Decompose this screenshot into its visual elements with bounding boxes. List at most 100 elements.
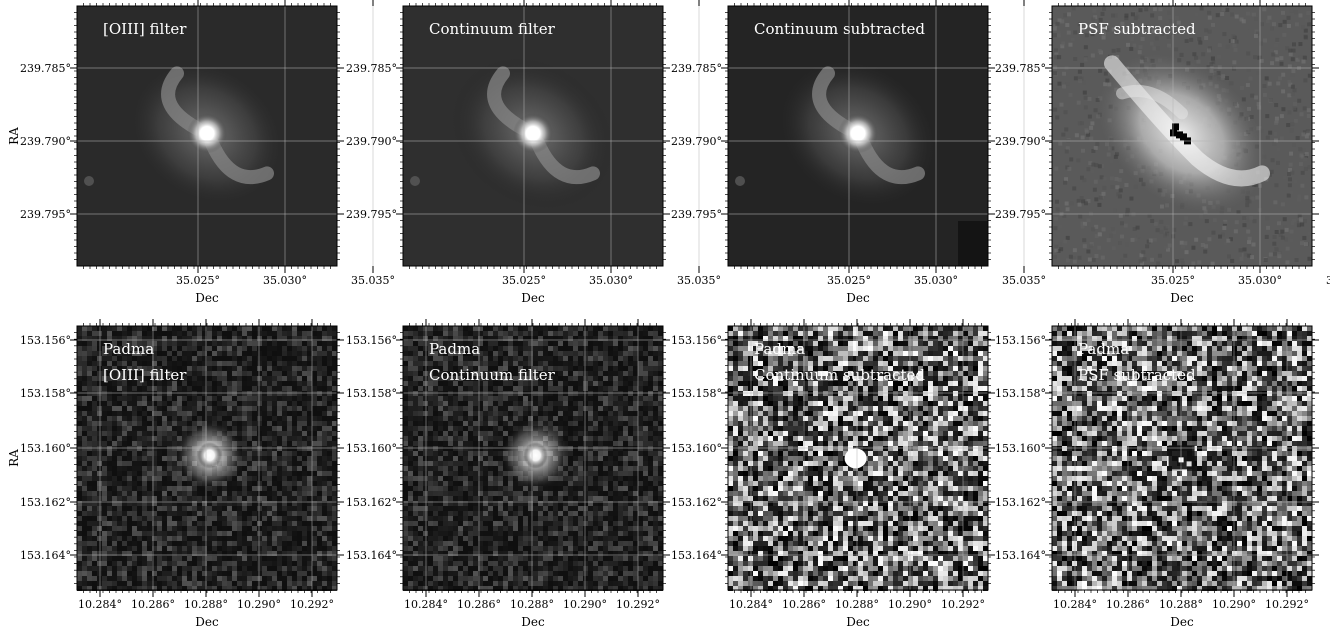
x-tick-label: 10.292° (941, 598, 985, 611)
y-tick-label: 153.160° (20, 442, 71, 455)
x-tick-label: 35.035° (1002, 274, 1046, 287)
y-tick-label: 239.785° (671, 62, 722, 75)
x-tick-label: 10.286° (131, 598, 175, 611)
y-tick-label: 153.164° (995, 549, 1046, 562)
image-panel: Continuum subtracted 35.025° 35.030° 35.035… (671, 0, 1046, 305)
x-axis-title: Dec (846, 291, 870, 305)
x-axis-title: Dec (521, 615, 545, 629)
panel-caption: Continuum filter (429, 366, 556, 384)
point-source (523, 442, 548, 469)
x-tick-label: 10.288° (1159, 598, 1203, 611)
image-panel: Padma Continuum subtracted 10.284° 10.286° 1… (671, 319, 995, 629)
x-tick-label: 10.286° (782, 598, 826, 611)
galaxy-nucleus (513, 113, 553, 154)
point-source (197, 442, 222, 469)
y-tick-label: 153.162° (20, 496, 71, 509)
panel-caption: [OIII] filter (103, 20, 187, 38)
y-tick-label: 153.156° (995, 334, 1046, 347)
image-panel: [OIII] filter 35.025° 35.030° 35.035° 239.78… (7, 0, 395, 305)
x-tick-label: 10.290° (563, 598, 607, 611)
panel-caption: Continuum subtracted (754, 20, 925, 38)
panel-caption: Padma (1078, 340, 1129, 358)
y-tick-label: 239.790° (20, 135, 71, 148)
x-tick-label: 10.292° (616, 598, 660, 611)
y-tick-label: 153.158° (20, 387, 71, 400)
x-tick-label: 10.290° (1212, 598, 1256, 611)
x-axis-title: Dec (1170, 291, 1194, 305)
image-panel: Padma PSF subtracted 10.284° 10.286° 10.288°… (995, 319, 1319, 629)
y-tick-label: 239.790° (995, 135, 1046, 148)
y-tick-label: 153.164° (346, 549, 397, 562)
x-tick-label: 35.030° (1238, 274, 1282, 287)
x-tick-label: 10.292° (290, 598, 334, 611)
x-tick-label: 35.025° (1151, 274, 1195, 287)
galaxy-nucleus (838, 113, 878, 154)
y-axis-title: RA (7, 449, 21, 467)
y-tick-label: 153.156° (20, 334, 71, 347)
x-tick-label: 35.025° (176, 274, 220, 287)
x-axis-title: Dec (1170, 615, 1194, 629)
y-tick-label: 239.795° (671, 208, 722, 221)
x-axis-title: Dec (521, 291, 545, 305)
x-tick-label: 35.030° (914, 274, 958, 287)
y-tick-label: 153.160° (995, 442, 1046, 455)
panel-caption: Padma (754, 340, 805, 358)
y-tick-label: 153.156° (346, 334, 397, 347)
y-tick-label: 239.785° (20, 62, 71, 75)
panel-caption: Padma (103, 340, 154, 358)
x-tick-label: 10.292° (1265, 598, 1309, 611)
y-tick-label: 153.164° (20, 549, 71, 562)
x-axis-title: Dec (195, 615, 219, 629)
panel-caption: Padma (429, 340, 480, 358)
y-tick-label: 239.795° (20, 208, 71, 221)
y-tick-label: 153.164° (671, 549, 722, 562)
x-tick-label: 10.284° (78, 598, 122, 611)
image-panel: Continuum filter 35.025° 35.030° 35.035° 239… (346, 0, 721, 305)
y-tick-label: 153.162° (671, 496, 722, 509)
y-tick-label: 153.158° (671, 387, 722, 400)
x-tick-label: 10.290° (237, 598, 281, 611)
panel-caption: PSF subtracted (1078, 366, 1196, 384)
x-tick-label: 35.030° (263, 274, 307, 287)
y-tick-label: 239.790° (671, 135, 722, 148)
x-tick-label: 35.025° (827, 274, 871, 287)
y-tick-label: 153.156° (671, 334, 722, 347)
x-tick-label: 10.286° (457, 598, 501, 611)
image-panel: Padma [OIII] filter 10.284° 10.286° 10.288° 1… (7, 319, 344, 629)
x-tick-label: 35.035° (351, 274, 395, 287)
y-tick-label: 239.795° (995, 208, 1046, 221)
panel-caption: Continuum filter (429, 20, 556, 38)
y-tick-label: 153.158° (346, 387, 397, 400)
image-panel: Padma Continuum filter 10.284° 10.286° 10.28… (346, 319, 670, 629)
x-tick-label: 10.288° (835, 598, 879, 611)
y-tick-label: 239.795° (346, 208, 397, 221)
y-tick-label: 153.160° (346, 442, 397, 455)
y-tick-label: 153.160° (671, 442, 722, 455)
x-tick-label: 35.035° (1326, 274, 1330, 287)
point-source (844, 448, 867, 469)
image-panel: PSF subtracted 35.025° 35.030° 35.035° 239.7… (995, 0, 1330, 305)
y-tick-label: 239.785° (346, 62, 397, 75)
x-axis-title: Dec (846, 615, 870, 629)
x-tick-label: 10.286° (1106, 598, 1150, 611)
x-tick-label: 10.284° (404, 598, 448, 611)
x-tick-label: 10.288° (184, 598, 228, 611)
x-tick-label: 10.284° (729, 598, 773, 611)
galaxy-nucleus (187, 113, 227, 154)
y-tick-label: 153.158° (995, 387, 1046, 400)
x-tick-label: 35.030° (589, 274, 633, 287)
panel-caption: PSF subtracted (1078, 20, 1196, 38)
y-tick-label: 239.785° (995, 62, 1046, 75)
x-tick-label: 10.288° (510, 598, 554, 611)
x-tick-label: 10.290° (888, 598, 932, 611)
x-axis-title: Dec (195, 291, 219, 305)
x-tick-label: 35.035° (677, 274, 721, 287)
panel-caption: [OIII] filter (103, 366, 187, 384)
y-axis-title: RA (7, 127, 21, 145)
y-tick-label: 153.162° (995, 496, 1046, 509)
panel-caption: Continuum subtracted (754, 366, 925, 384)
y-tick-label: 239.790° (346, 135, 397, 148)
y-tick-label: 153.162° (346, 496, 397, 509)
x-tick-label: 35.025° (502, 274, 546, 287)
